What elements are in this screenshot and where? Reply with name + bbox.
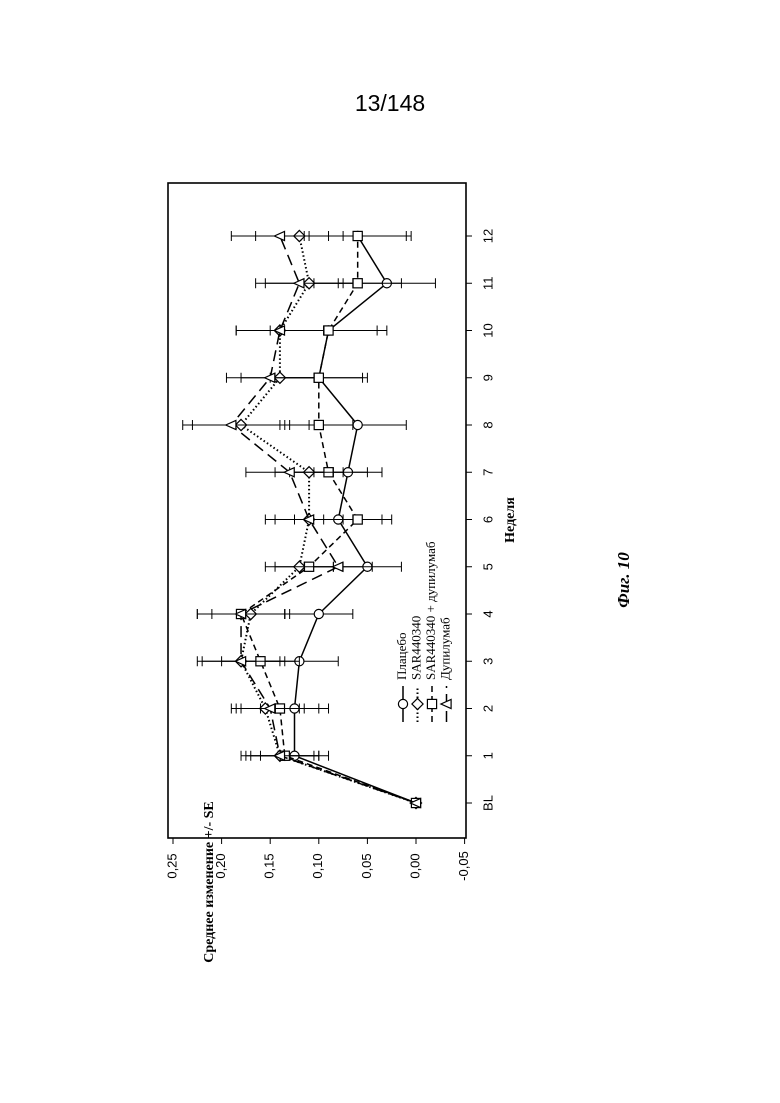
value-axis-tick-label: 0,00 [407,853,422,878]
value-axis-tick-label: 0,10 [310,853,325,878]
value-axis-tick-label: 0,25 [164,853,179,878]
series-4-point [294,279,304,288]
series-3-point [353,515,362,524]
week-axis-tick-label: 9 [480,374,495,381]
week-axis-tick-label: 7 [480,469,495,476]
legend-label-4: Дупилумаб [437,617,452,680]
week-axis-tick-label: 6 [480,516,495,523]
series-3-point [353,231,362,240]
week-axis-title: Неделя [503,497,518,543]
series-1-point [353,420,362,429]
series-4-point [274,231,284,240]
value-axis-tick-label: 0,05 [359,853,374,878]
week-axis-tick-label: 11 [480,277,495,291]
legend-marker-1 [398,699,407,708]
value-axis-tick-label: 0,15 [262,853,277,878]
week-axis-tick-label: 8 [480,421,495,428]
series-4-point [226,420,236,429]
legend-marker-3 [427,699,436,708]
series-4-point [333,562,343,571]
week-axis-tick-label: 3 [480,658,495,665]
series-1-point [314,609,323,618]
value-axis-title: Среднее изменение +/- SE [202,801,217,963]
legend-label-2: SAR440340 [408,616,423,680]
legend-label-3: SAR440340 + дупилумаб [423,541,438,680]
series-3-point [314,420,323,429]
week-axis-tick-label: 12 [480,229,495,243]
week-axis-tick-label: 10 [480,323,495,337]
week-axis-tick-label: 4 [480,610,495,617]
week-axis-tick-label: BL [480,795,495,811]
series-3-point [314,373,323,382]
legend-label-1: Плацебо [394,633,409,681]
value-axis-tick-label: -0,05 [456,851,471,881]
plot-area [168,183,466,838]
series-3-point [324,326,333,335]
week-axis-tick-label: 5 [480,563,495,570]
week-axis-tick-label: 2 [480,705,495,712]
series-3-point [353,279,362,288]
figure-label: Фиг. 10 [614,552,633,608]
week-axis-tick-label: 1 [480,752,495,759]
legend-marker-2 [412,698,423,709]
